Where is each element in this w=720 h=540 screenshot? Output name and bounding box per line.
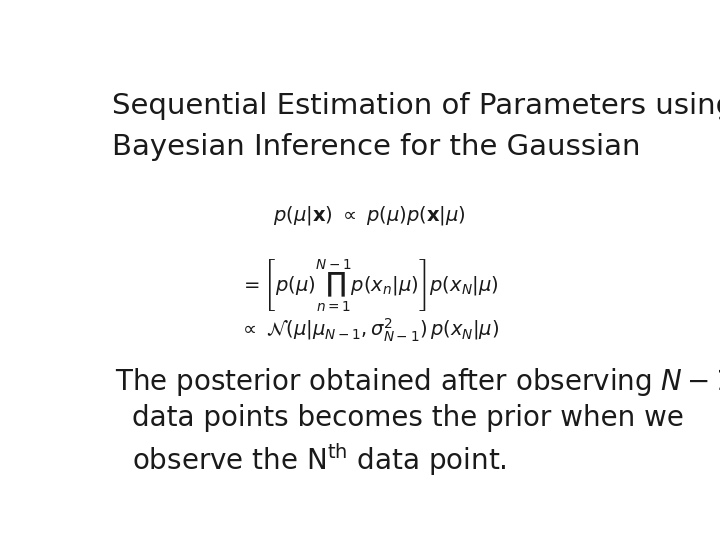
Text: Sequential Estimation of Parameters using: Sequential Estimation of Parameters usin… xyxy=(112,92,720,120)
Text: $\propto\ \mathcal{N}(\mu|\mu_{N-1},\sigma^2_{N-1})\,p(x_N|\mu)$: $\propto\ \mathcal{N}(\mu|\mu_{N-1},\sig… xyxy=(239,316,499,344)
Text: Bayesian Inference for the Gaussian: Bayesian Inference for the Gaussian xyxy=(112,133,641,161)
Text: $p(\mu|\mathbf{x})\ \propto\ p(\mu)p(\mathbf{x}|\mu)$: $p(\mu|\mathbf{x})\ \propto\ p(\mu)p(\ma… xyxy=(273,204,465,227)
Text: The posterior obtained after observing $N-1$: The posterior obtained after observing $… xyxy=(115,366,720,399)
Text: data points becomes the prior when we: data points becomes the prior when we xyxy=(132,404,684,431)
Text: $= \left[p(\mu)\prod_{n=1}^{N-1} p(x_n|\mu)\right] p(x_N|\mu)$: $= \left[p(\mu)\prod_{n=1}^{N-1} p(x_n|\… xyxy=(240,258,498,314)
Text: observe the N$^{\mathregular{th}}$ data point.: observe the N$^{\mathregular{th}}$ data … xyxy=(132,441,507,478)
